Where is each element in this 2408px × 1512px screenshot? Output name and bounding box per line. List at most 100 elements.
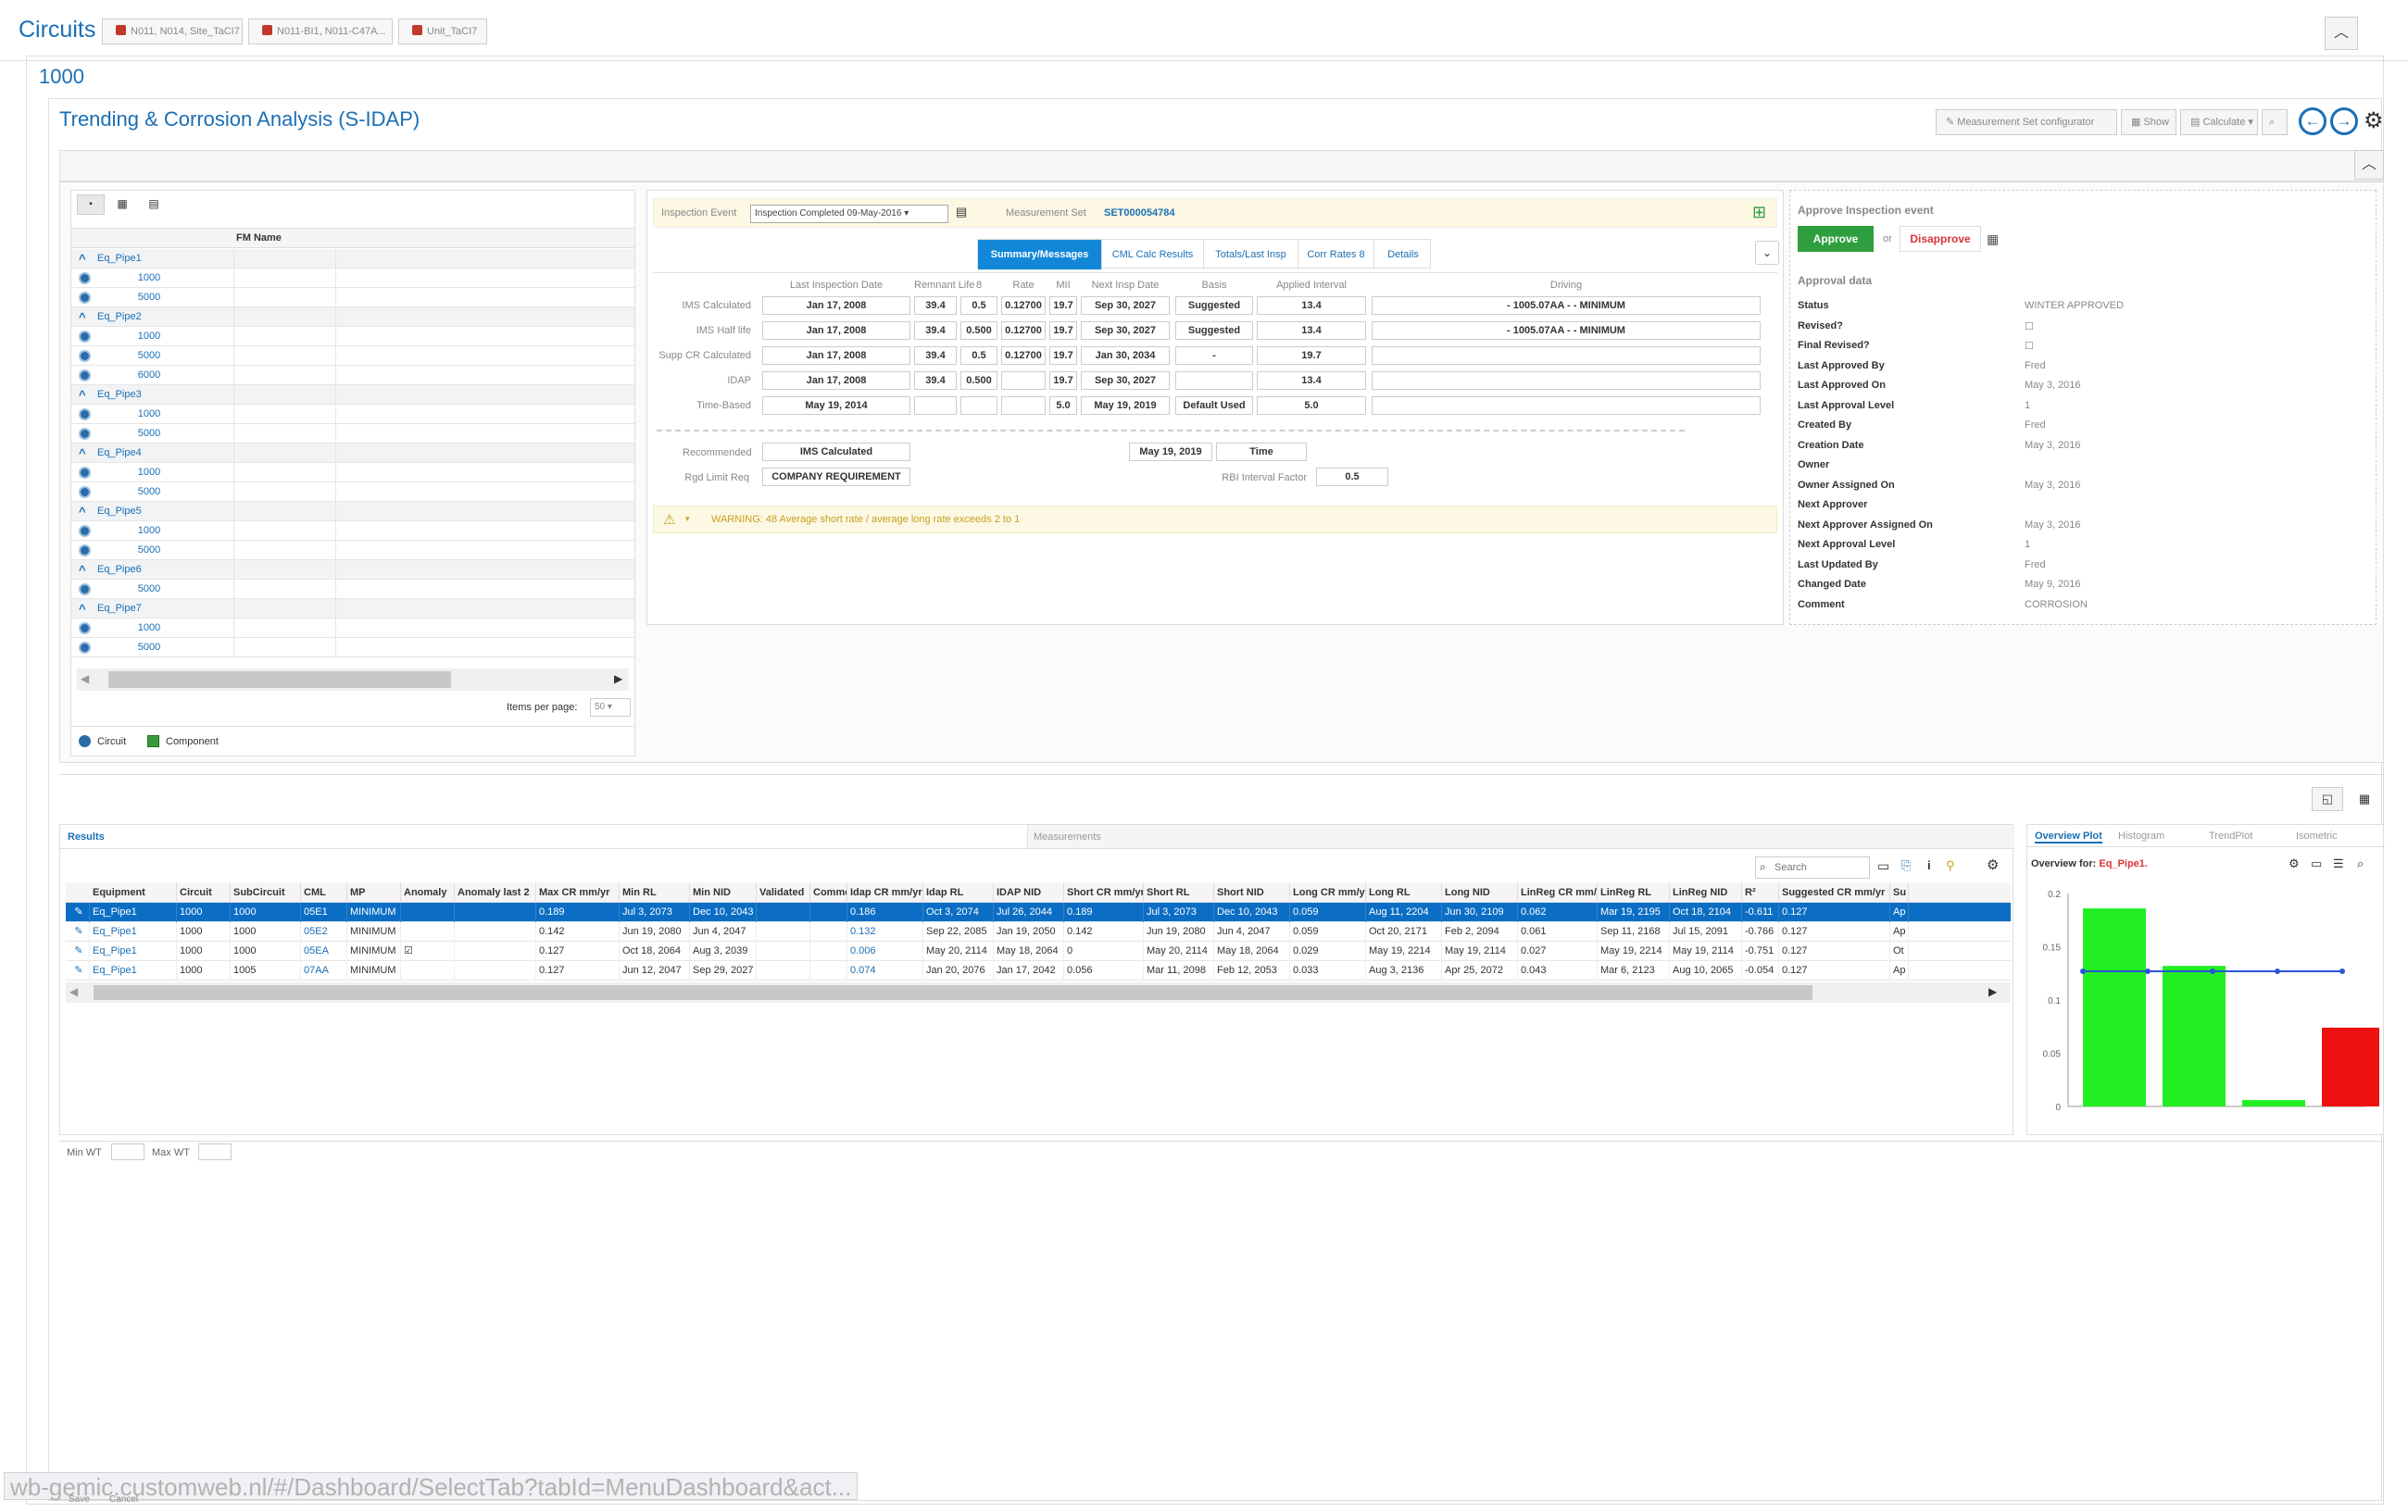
items-per-page-select[interactable]: 50 ▾ [590,698,631,717]
results-col-header[interactable]: LinReg RL [1598,882,1670,903]
tree-item-row[interactable]: 1000 [71,521,634,541]
tab-totals-last-insp[interactable]: Totals/Last Insp [1204,240,1298,269]
menu-icon[interactable]: ☰ [2333,856,2344,870]
export-icon[interactable]: ⎘ [1901,858,1912,872]
tab-histogram[interactable]: Histogram [2118,831,2165,842]
tree-item-row[interactable]: 1000 [71,405,634,424]
search-input[interactable] [1775,859,1865,876]
tree-item-row[interactable]: 1000 [71,327,634,346]
search-box[interactable]: ⌕ [1755,856,1870,879]
results-col-header[interactable]: IDAP NID [994,882,1064,903]
document-icon[interactable]: ▤ [956,205,968,219]
results-col-header[interactable]: LinReg NID [1670,882,1742,903]
window-icon[interactable]: ▭ [1877,858,1890,873]
results-col-header[interactable]: Short CR mm/yr [1064,882,1144,903]
show-button[interactable]: ▦ Show [2121,109,2176,135]
results-col-header[interactable]: Idap RL [923,882,994,903]
grid-toggle-button[interactable]: ▦ [2351,787,2378,811]
overview-bar[interactable] [2322,1027,2379,1106]
overview-bar[interactable] [2242,1100,2305,1106]
export-excel-icon[interactable]: ⊞ [1752,203,1767,221]
next-button[interactable]: → [2330,107,2358,135]
approval-field-value[interactable]: ☐ [2025,341,2034,352]
chevron-up-icon[interactable]: ^ [79,252,86,266]
table-row[interactable]: ✎ Eq_Pipe1 1000 1000 05EA MINIMUM ☑ 0.127 Oct 18… [66,942,2011,961]
calculate-button[interactable]: ▤ Calculate ▾ [2180,109,2258,135]
results-col-header[interactable]: Validated [757,882,810,903]
settings-icon[interactable]: ⚙ [1987,857,2000,873]
breadcrumb-1[interactable]: N011, N014, Site_TaCI7 [102,19,243,44]
results-col-header[interactable]: Min RL [620,882,690,903]
results-col-header[interactable]: Su [1890,882,1909,903]
tree-item-row[interactable]: 5000 [71,482,634,502]
tab-isometric[interactable]: Isometric [2296,831,2338,842]
calendar-icon[interactable]: ▦ [1987,231,2000,246]
results-col-header[interactable]: MP [347,882,401,903]
results-scrollbar[interactable]: ◀ ▶ [66,982,2011,1003]
results-col-header[interactable]: Equipment [90,882,177,903]
overview-bar[interactable] [2083,908,2146,1106]
cancel-link[interactable]: Cancel [109,1494,139,1505]
tree-item-row[interactable]: 6000 [71,366,634,385]
chevron-up-icon[interactable]: ^ [79,563,86,577]
tab-summary-messages[interactable]: Summary/Messages [978,240,1102,269]
measurement-set-link[interactable]: SET000054784 [1104,207,1175,219]
overview-bar[interactable] [2163,966,2226,1106]
info-icon[interactable]: i [1927,858,1931,872]
collapse-button[interactable]: ︿ [2325,17,2358,50]
tree-item-row[interactable]: 5000 [71,346,634,366]
tree-scrollbar[interactable]: ◀ ▶ [77,669,629,691]
tab-overview-plot[interactable]: Overview Plot [2035,831,2102,843]
tree-item-row[interactable]: 5000 [71,288,634,307]
min-wt-input[interactable] [111,1143,144,1160]
tab-measurements[interactable]: Measurements [1027,825,2014,849]
measurement-set-configurator-button[interactable]: ✎ Measurement Set configurator [1936,109,2117,135]
tree-item-row[interactable]: 5000 [71,424,634,444]
chevron-up-icon[interactable]: ^ [79,505,86,519]
table-cell[interactable] [401,922,455,942]
results-col-header[interactable]: Long RL [1366,882,1442,903]
results-col-header[interactable]: Short RL [1144,882,1214,903]
table-cell[interactable] [401,961,455,981]
attach-button[interactable]: ⌕ [2262,109,2288,135]
settings-gear-icon[interactable]: ⚙ [2364,108,2384,133]
results-col-header[interactable]: SubCircuit [231,882,301,903]
tab-details[interactable]: Details [1387,249,1419,260]
inspection-event-select[interactable]: Inspection Completed 09-May-2016 ▾ [750,205,948,223]
scroll-right-icon[interactable]: ▶ [1988,985,1998,998]
scroll-left-icon[interactable]: ◀ [81,672,90,685]
tree-item-row[interactable]: 1000 [71,269,634,288]
tree-group-row[interactable]: ^ Eq_Pipe3 [71,385,634,405]
results-col-header[interactable]: Long NID [1442,882,1518,903]
table-row[interactable]: ✎ Eq_Pipe1 1000 1000 05E1 MINIMUM 0.189 Jul 3, … [66,903,2011,922]
upper-collapse-button[interactable]: ︿ [2354,150,2384,180]
tree-item-row[interactable]: 5000 [71,541,634,560]
tree-item-row[interactable]: 1000 [71,463,634,482]
table-row[interactable]: ✎ Eq_Pipe1 1000 1000 05E2 MINIMUM 0.142 Jun 19,… [66,922,2011,942]
window-icon[interactable]: ▭ [2311,856,2323,870]
tree-item-row[interactable]: 5000 [71,580,634,599]
scroll-left-icon[interactable]: ◀ [69,985,79,998]
chevron-up-icon[interactable]: ^ [79,446,86,460]
tree-group-row[interactable]: ^ Eq_Pipe5 [71,502,634,521]
chevron-up-icon[interactable]: ^ [79,388,86,402]
zoom-icon[interactable]: ⌕ [2357,856,2364,870]
results-col-header[interactable]: Min NID [690,882,757,903]
approve-button[interactable]: Approve [1798,226,1874,252]
tree-item-row[interactable]: 5000 [71,638,634,657]
chevron-up-icon[interactable]: ^ [79,602,86,616]
tree-group-row[interactable]: ^ Eq_Pipe7 [71,599,634,619]
results-col-header[interactable]: Long CR mm/yr [1290,882,1366,903]
results-col-header[interactable]: Anomaly [401,882,455,903]
disapprove-button[interactable]: Disapprove [1900,226,1981,252]
tab-results[interactable]: Results [60,825,1027,849]
chart-toggle-button[interactable]: ◱ [2312,787,2343,811]
edit-icon[interactable]: ✎ [66,903,90,922]
scroll-thumb[interactable] [94,985,1812,1000]
filter-icon[interactable]: ⚲ [1946,858,1955,872]
save-link[interactable]: Save [69,1494,90,1505]
tree-group-row[interactable]: ^ Eq_Pipe6 [71,560,634,580]
edit-icon[interactable]: ✎ [66,961,90,981]
scroll-right-icon[interactable]: ▶ [614,672,623,685]
settings-icon[interactable]: ⚙ [2289,856,2300,870]
